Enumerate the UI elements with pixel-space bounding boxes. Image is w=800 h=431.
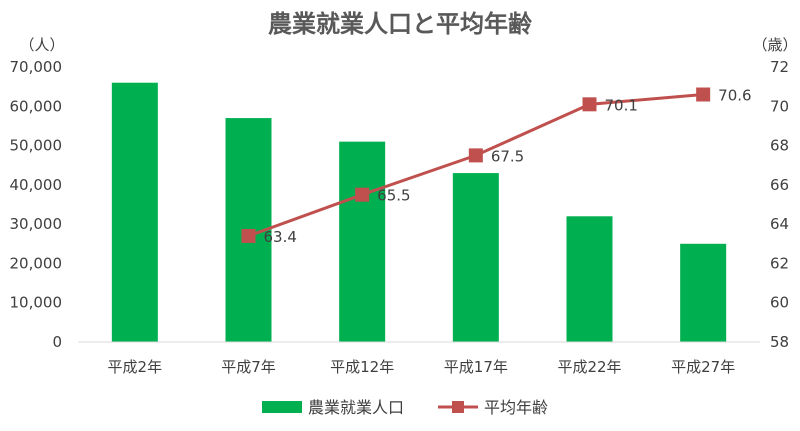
x-tick-label: 平成12年 (330, 358, 394, 376)
y-left-tick-label: 20,000 (10, 254, 63, 272)
left-axis: 0 10,000 20,000 30,000 40,000 50,000 60,000 70,… (10, 58, 63, 351)
x-tick-label: 平成7年 (221, 358, 276, 376)
x-axis: 平成2年 平成7年 平成12年 平成17年 平成22年 平成27年 (108, 358, 736, 376)
data-label: 65.5 (377, 187, 410, 205)
data-label: 63.4 (264, 228, 297, 246)
y-left-tick-label: 40,000 (10, 176, 63, 194)
right-axis-unit: （歳） (752, 36, 797, 54)
y-left-tick-label: 10,000 (10, 294, 63, 312)
x-tick-label: 平成27年 (671, 358, 735, 376)
line-series: 63.4 65.5 67.5 70.1 70.6 (241, 87, 752, 246)
left-axis-unit: （人） (19, 36, 64, 54)
line-marker (241, 228, 256, 243)
y-right-tick-label: 66 (770, 176, 789, 194)
line-marker (468, 148, 483, 163)
x-tick-label: 平成2年 (108, 358, 163, 376)
line-marker (582, 97, 597, 112)
right-axis: 58 60 62 64 66 68 70 72 (770, 58, 789, 351)
chart-title: 農業就業人口と平均年齢 (268, 10, 533, 38)
legend-marker-swatch (452, 401, 464, 413)
y-right-tick-label: 58 (770, 333, 789, 351)
bar (111, 82, 158, 342)
y-right-tick-label: 68 (770, 137, 789, 155)
legend-label-bars: 農業就業人口 (308, 398, 404, 417)
data-label: 70.1 (605, 96, 638, 114)
y-left-tick-label: 30,000 (10, 215, 63, 233)
x-tick-label: 平成22年 (557, 358, 621, 376)
y-right-tick-label: 64 (770, 215, 789, 233)
y-right-tick-label: 72 (770, 58, 789, 76)
bar (566, 216, 613, 342)
bar (680, 243, 727, 342)
bar (339, 141, 386, 342)
y-left-tick-label: 60,000 (10, 97, 63, 115)
y-left-tick-label: 50,000 (10, 137, 63, 155)
line-marker (355, 187, 370, 202)
legend-swatch-bars (262, 401, 302, 413)
line-marker (696, 87, 711, 102)
bar (452, 173, 499, 342)
data-label: 70.6 (718, 87, 751, 105)
y-left-tick-label: 70,000 (10, 58, 63, 76)
y-right-tick-label: 70 (770, 97, 789, 115)
legend-label-line: 平均年齢 (484, 398, 548, 417)
x-tick-label: 平成17年 (444, 358, 508, 376)
y-right-tick-label: 60 (770, 294, 789, 312)
data-label: 67.5 (491, 147, 524, 165)
y-right-tick-label: 62 (770, 254, 789, 272)
y-left-tick-label: 0 (52, 333, 62, 351)
legend: 農業就業人口 平均年齢 (262, 398, 548, 417)
bar-series (111, 82, 727, 342)
